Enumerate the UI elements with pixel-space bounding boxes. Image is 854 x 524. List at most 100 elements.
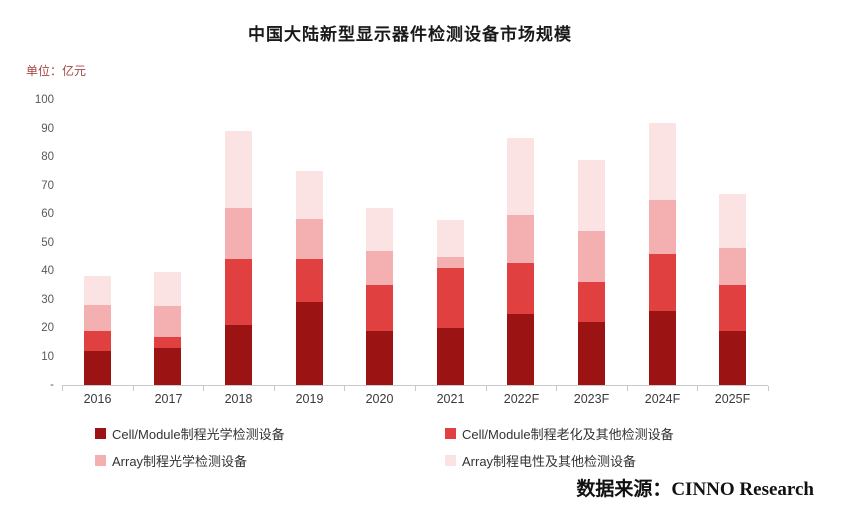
bar-segment (366, 208, 393, 251)
legend-label: Array制程光学检测设备 (112, 454, 248, 469)
legend-item: Array制程光学检测设备 (95, 451, 445, 470)
stacked-bar (437, 220, 464, 385)
bar-segment (366, 285, 393, 331)
bar-segment (366, 331, 393, 385)
bar-segment (154, 306, 181, 337)
x-axis-tick (627, 386, 628, 391)
legend-label: Array制程电性及其他检测设备 (462, 454, 637, 469)
stacked-bar (366, 208, 393, 385)
x-axis-tick (556, 386, 557, 391)
y-axis-unit-label: 单位：亿元 (26, 64, 87, 78)
data-source: 数据来源：CINNO Research (576, 479, 814, 500)
bar-segment (296, 171, 323, 219)
x-axis-tick (486, 386, 487, 391)
bar-segment (719, 194, 746, 248)
legend-item: Cell/Module制程光学检测设备 (95, 424, 445, 443)
y-tick-label: 60 (41, 208, 54, 220)
y-tick-label: - (50, 379, 54, 391)
bar-segment (296, 259, 323, 302)
y-tick-label: 90 (41, 122, 54, 135)
x-axis-label: 2019 (295, 392, 324, 406)
y-tick-label: 80 (41, 151, 54, 163)
legend-label: Cell/Module制程老化及其他检测设备 (462, 427, 674, 442)
bar-segment (154, 337, 181, 348)
stacked-bar (84, 276, 111, 385)
x-axis-label: 2021 (436, 392, 465, 406)
x-axis-tick (133, 386, 134, 391)
x-axis-tick (62, 386, 63, 391)
legend-swatch (445, 428, 456, 439)
bar-segment (225, 131, 252, 208)
legend-item: Array制程电性及其他检测设备 (445, 451, 674, 470)
x-axis-label: 2018 (224, 392, 253, 406)
bar-segment (437, 220, 464, 257)
bar-segment (84, 351, 111, 385)
x-axis-tick (415, 386, 416, 391)
x-axis-labels: 2016 2017 2018 2019 2020 2021 2022F 2023F 2024F 2… (62, 392, 768, 410)
legend-swatch (95, 455, 106, 466)
bar-segment (366, 251, 393, 285)
bar-segment (578, 322, 605, 385)
bar-segment (507, 138, 534, 215)
bar-segment (296, 302, 323, 385)
x-axis-label: 2022F (503, 392, 540, 406)
y-tick-label: 100 (34, 94, 54, 106)
bar-segment (578, 282, 605, 322)
y-tick-label: 70 (41, 179, 54, 192)
bar-segment (578, 160, 605, 231)
bar-segment (507, 215, 534, 263)
bar-segment (649, 200, 676, 254)
x-axis-tick (768, 386, 769, 391)
bar-segment (84, 276, 111, 305)
legend-item: Cell/Module制程老化及其他检测设备 (445, 424, 674, 443)
bar-segment (507, 263, 534, 314)
stacked-bar (578, 160, 605, 385)
bar-segment (437, 257, 464, 268)
stacked-bar (225, 131, 252, 385)
bar-segment (437, 328, 464, 385)
stacked-bar (649, 123, 676, 385)
bar-segment (649, 123, 676, 200)
x-axis-label: 2023F (573, 392, 610, 406)
stacked-bar (719, 194, 746, 385)
bar-segment (578, 231, 605, 282)
x-axis-label: 2024F (644, 392, 681, 406)
stacked-bar (154, 272, 181, 385)
chart-title: 中国大陆新型显示器件检测设备市场规模 (248, 25, 572, 44)
bar-segment (437, 268, 464, 328)
bar-segment (225, 259, 252, 325)
bar-segment (719, 285, 746, 331)
bar-segment (225, 208, 252, 259)
plot-area (62, 100, 769, 391)
bar-segment (154, 348, 181, 385)
bar-segment (719, 248, 746, 285)
x-axis-tick (697, 386, 698, 391)
y-tick-label: 10 (41, 350, 54, 363)
y-tick-label: 30 (41, 293, 54, 306)
y-tick-label: 20 (41, 322, 54, 334)
legend: Cell/Module制程光学检测设备 Cell/Module制程老化及其他检测设… (95, 424, 674, 470)
x-axis-label: 2025F (714, 392, 751, 406)
bar-segment (154, 272, 181, 306)
legend-label: Cell/Module制程光学检测设备 (112, 427, 285, 442)
y-tick-label: 40 (41, 265, 54, 277)
x-axis-label: 2016 (83, 392, 112, 406)
y-axis: - 10 20 30 40 50 60 70 80 90 100 (14, 94, 54, 391)
x-axis-tick (344, 386, 345, 391)
bar-segment (296, 219, 323, 259)
y-tick-label: 50 (41, 236, 54, 249)
legend-swatch (445, 455, 456, 466)
legend-swatch (95, 428, 106, 439)
stacked-bar (296, 171, 323, 385)
x-axis-label: 2017 (154, 392, 183, 406)
bar-segment (649, 311, 676, 385)
x-axis-label: 2020 (365, 392, 394, 406)
x-axis-tick (203, 386, 204, 391)
x-axis-tick (274, 386, 275, 391)
bar-segment (649, 254, 676, 311)
bar-segment (84, 305, 111, 331)
bar-segment (507, 314, 534, 385)
bar-segment (84, 331, 111, 351)
stacked-bar (507, 138, 534, 385)
